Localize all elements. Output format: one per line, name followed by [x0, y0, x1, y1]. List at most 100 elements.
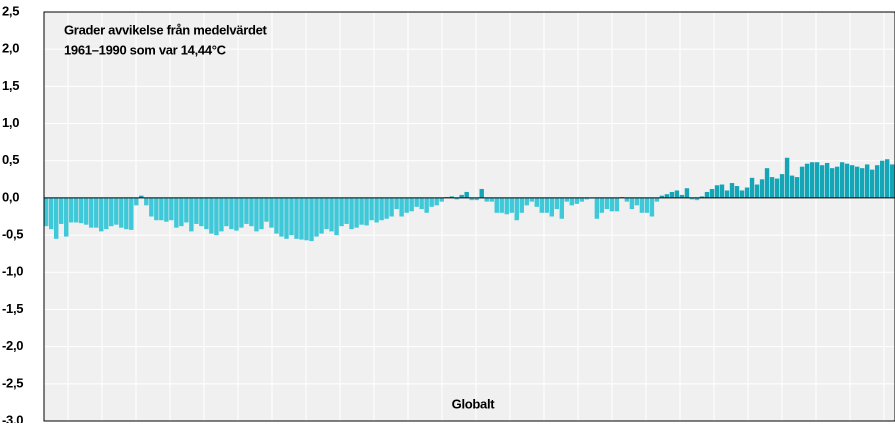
bar	[534, 197, 539, 207]
bar	[84, 197, 89, 225]
bar	[824, 162, 830, 198]
bar	[369, 197, 374, 221]
bar	[224, 197, 229, 227]
bar	[139, 195, 144, 198]
bar	[614, 197, 620, 212]
bar	[394, 197, 399, 210]
bar	[254, 197, 259, 232]
bar	[879, 160, 885, 198]
bar	[464, 191, 469, 198]
y-tick-label: 2,5	[2, 3, 19, 18]
bar	[539, 197, 544, 213]
bar	[514, 197, 519, 221]
bar	[439, 197, 444, 202]
bar	[304, 197, 309, 241]
bar	[404, 197, 409, 213]
y-tick-label: 1,0	[2, 115, 19, 130]
bar	[359, 197, 364, 225]
bar	[859, 168, 865, 198]
bar	[274, 197, 279, 234]
bar	[559, 197, 565, 219]
bar	[874, 165, 880, 198]
bar	[409, 197, 414, 212]
bar	[674, 190, 680, 198]
bar	[349, 197, 354, 230]
bar	[594, 197, 600, 219]
bar	[124, 197, 129, 230]
bar	[609, 197, 615, 212]
bar	[629, 197, 635, 210]
bar	[819, 165, 825, 198]
y-tick-label: 0,5	[2, 152, 19, 167]
bar	[599, 197, 605, 213]
bar	[809, 162, 815, 198]
bar	[844, 163, 850, 198]
bar	[109, 197, 114, 227]
bar	[134, 197, 139, 206]
bar	[704, 191, 710, 198]
bar	[684, 188, 690, 198]
bar	[644, 197, 650, 213]
bar	[354, 197, 359, 228]
plot-frame	[43, 11, 895, 422]
y-tick-label: -1,0	[2, 264, 23, 279]
bar	[179, 197, 184, 227]
bar	[289, 197, 294, 236]
bar	[434, 197, 439, 206]
bar	[129, 197, 134, 230]
bar	[734, 186, 740, 198]
bar	[79, 197, 84, 224]
bar	[854, 166, 860, 198]
bar	[204, 197, 209, 230]
bar	[94, 197, 99, 228]
bar	[714, 185, 720, 198]
bar	[429, 197, 434, 207]
bar	[469, 197, 474, 201]
bar	[794, 177, 800, 198]
bar	[839, 162, 845, 198]
bar	[174, 197, 179, 228]
bar	[319, 197, 324, 234]
y-tick-label: -1,5	[2, 301, 23, 316]
chart-title: Grader avvikelse från medelvärdet	[64, 22, 268, 37]
bar	[249, 197, 254, 227]
bar	[499, 197, 504, 213]
bar	[209, 197, 214, 234]
bar	[389, 197, 394, 217]
bar	[689, 197, 695, 200]
bar	[99, 197, 104, 232]
vertical-grid	[67, 12, 885, 421]
bar	[799, 166, 805, 198]
bar	[744, 187, 750, 198]
bar	[649, 197, 655, 217]
bar	[194, 197, 199, 224]
bar	[474, 197, 479, 201]
bar	[624, 197, 630, 202]
bar	[719, 184, 725, 198]
y-tick-label: -2,0	[2, 338, 23, 353]
bar	[549, 197, 554, 217]
bar	[269, 197, 274, 228]
bar	[384, 197, 389, 219]
bar	[154, 197, 159, 221]
y-tick-label: 0,0	[2, 189, 19, 204]
bar	[554, 197, 560, 210]
bar	[829, 168, 835, 198]
bar	[59, 197, 64, 224]
bar	[229, 197, 234, 230]
bar	[314, 197, 319, 237]
y-tick-label: -2,5	[2, 375, 23, 390]
bar	[779, 174, 785, 198]
bar	[739, 190, 745, 198]
bar	[679, 194, 685, 198]
bar	[49, 197, 54, 230]
bar	[574, 197, 580, 204]
bar	[164, 197, 169, 222]
bar	[399, 197, 404, 217]
bar	[169, 197, 174, 221]
bar	[234, 197, 239, 231]
bar	[344, 197, 349, 224]
bar	[774, 178, 780, 198]
bar	[724, 190, 730, 198]
